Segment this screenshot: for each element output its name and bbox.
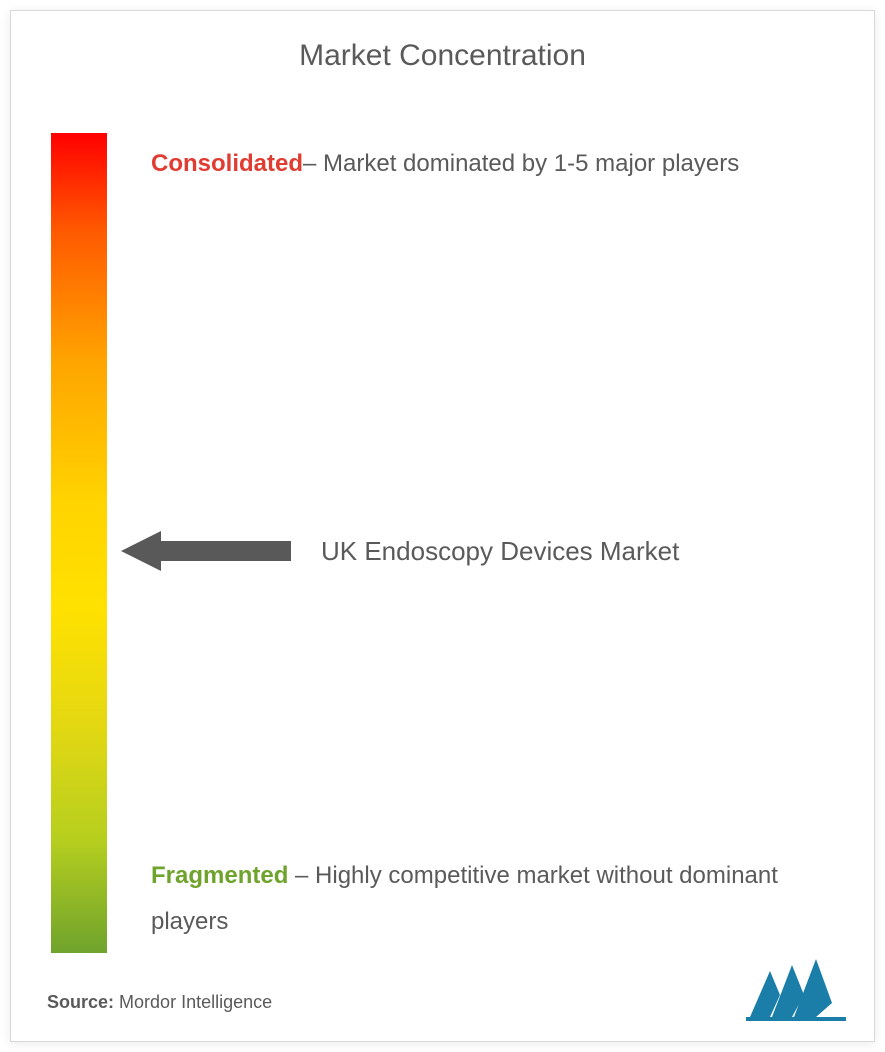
- infographic-card: Market Concentration Consolidated– Marke…: [10, 10, 875, 1042]
- marker-arrow-icon: [121, 528, 291, 574]
- market-marker-label: UK Endoscopy Devices Market: [321, 536, 679, 567]
- consolidated-highlight: Consolidated: [151, 150, 303, 177]
- source-label: Source:: [47, 992, 114, 1012]
- consolidated-label: Consolidated– Market dominated by 1-5 ma…: [151, 141, 739, 187]
- concentration-gradient-bar: [51, 133, 107, 953]
- source-footer: Source: Mordor Intelligence: [47, 992, 272, 1013]
- fragmented-label: Fragmented – Highly competitive market w…: [151, 853, 831, 944]
- chart-body: Consolidated– Market dominated by 1-5 ma…: [11, 133, 874, 953]
- market-marker: UK Endoscopy Devices Market: [121, 528, 679, 574]
- chart-title: Market Concentration: [11, 11, 874, 73]
- source-value: Mordor Intelligence: [119, 992, 272, 1012]
- mordor-logo-icon: [746, 959, 846, 1021]
- fragmented-highlight: Fragmented: [151, 862, 288, 889]
- consolidated-text: – Market dominated by 1-5 major players: [303, 150, 739, 177]
